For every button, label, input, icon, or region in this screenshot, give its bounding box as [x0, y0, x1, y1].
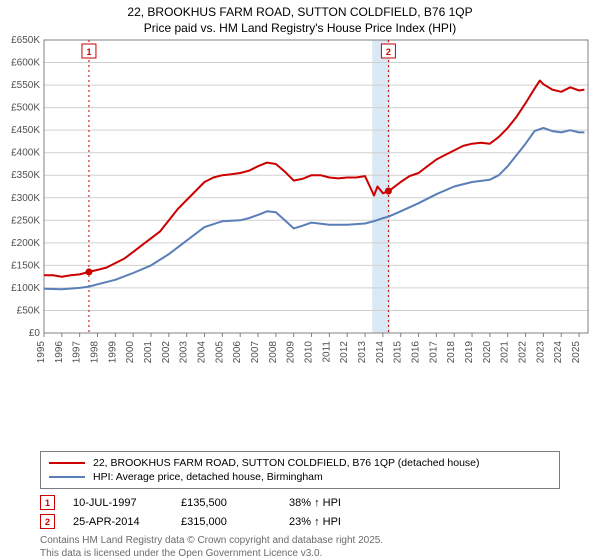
chart-container: { "title_line1": "22, BROOKHUS FARM ROAD… [0, 0, 600, 560]
svg-text:£600K: £600K [11, 58, 40, 69]
svg-text:£200K: £200K [11, 238, 40, 249]
svg-text:2025: 2025 [571, 341, 582, 364]
transaction-marker-1: 1 [40, 495, 55, 510]
svg-text:2024: 2024 [553, 341, 564, 364]
transaction-row: 1 10-JUL-1997 £135,500 38% ↑ HPI [40, 493, 560, 512]
svg-text:£150K: £150K [11, 261, 40, 272]
svg-text:1: 1 [86, 47, 91, 57]
svg-text:2022: 2022 [518, 341, 529, 364]
svg-text:2016: 2016 [411, 341, 422, 364]
svg-text:1996: 1996 [54, 341, 65, 364]
svg-text:£0: £0 [29, 328, 41, 339]
svg-text:2020: 2020 [482, 341, 493, 364]
svg-text:£300K: £300K [11, 193, 40, 204]
svg-text:2021: 2021 [500, 341, 511, 364]
svg-text:2003: 2003 [179, 341, 190, 364]
svg-text:2017: 2017 [428, 341, 439, 364]
transaction-row: 2 25-APR-2014 £315,000 23% ↑ HPI [40, 512, 560, 531]
svg-text:2010: 2010 [304, 341, 315, 364]
attribution-footer: Contains HM Land Registry data © Crown c… [40, 535, 560, 560]
svg-text:2009: 2009 [286, 341, 297, 364]
legend-item-hpi: HPI: Average price, detached house, Birm… [49, 470, 551, 484]
chart-plot-area: £0 £50K £100K £150K £200K £250K £300K £350K £400… [0, 36, 600, 447]
svg-text:1997: 1997 [72, 341, 83, 364]
transaction-price: £135,500 [181, 497, 271, 509]
svg-text:£350K: £350K [11, 171, 40, 182]
transaction-delta: 38% ↑ HPI [289, 497, 341, 509]
line-chart-svg: £0 £50K £100K £150K £200K £250K £300K £350K £400… [0, 36, 600, 371]
transaction-price: £315,000 [181, 516, 271, 528]
svg-text:2008: 2008 [268, 341, 279, 364]
svg-text:£50K: £50K [17, 306, 41, 317]
svg-text:£450K: £450K [11, 126, 40, 137]
svg-text:2002: 2002 [161, 341, 172, 364]
svg-text:£100K: £100K [11, 283, 40, 294]
svg-text:2007: 2007 [250, 341, 261, 364]
legend-swatch-property [49, 462, 85, 464]
title-line-2: Price paid vs. HM Land Registry's House … [8, 20, 592, 36]
svg-text:2019: 2019 [464, 341, 475, 364]
transaction-delta: 23% ↑ HPI [289, 516, 341, 528]
footer-line-2: This data is licensed under the Open Gov… [40, 548, 560, 560]
legend: 22, BROOKHUS FARM ROAD, SUTTON COLDFIELD… [40, 451, 560, 489]
svg-text:2001: 2001 [143, 341, 154, 364]
svg-text:£650K: £650K [11, 36, 40, 46]
transaction-date: 10-JUL-1997 [73, 497, 163, 509]
svg-text:£500K: £500K [11, 103, 40, 114]
legend-swatch-hpi [49, 476, 85, 478]
legend-label-property: 22, BROOKHUS FARM ROAD, SUTTON COLDFIELD… [93, 457, 480, 469]
svg-text:2006: 2006 [232, 341, 243, 364]
title-line-1: 22, BROOKHUS FARM ROAD, SUTTON COLDFIELD… [8, 4, 592, 20]
transactions-table: 1 10-JUL-1997 £135,500 38% ↑ HPI 2 25-AP… [40, 493, 560, 531]
svg-text:2000: 2000 [125, 341, 136, 364]
svg-text:£250K: £250K [11, 216, 40, 227]
svg-text:2004: 2004 [197, 341, 208, 364]
svg-text:2023: 2023 [535, 341, 546, 364]
svg-text:1998: 1998 [90, 341, 101, 364]
transaction-date: 25-APR-2014 [73, 516, 163, 528]
svg-text:1995: 1995 [36, 341, 47, 364]
svg-text:1999: 1999 [107, 341, 118, 364]
svg-text:2011: 2011 [321, 341, 332, 363]
svg-text:2014: 2014 [375, 341, 386, 364]
svg-text:2013: 2013 [357, 341, 368, 364]
footer-line-1: Contains HM Land Registry data © Crown c… [40, 535, 560, 548]
legend-label-hpi: HPI: Average price, detached house, Birm… [93, 471, 323, 483]
svg-text:2005: 2005 [214, 341, 225, 364]
svg-text:2: 2 [386, 47, 391, 57]
transaction-marker-2: 2 [40, 514, 55, 529]
svg-text:2015: 2015 [393, 341, 404, 364]
svg-text:2012: 2012 [339, 341, 350, 364]
svg-text:£400K: £400K [11, 148, 40, 159]
svg-text:2018: 2018 [446, 341, 457, 364]
chart-title: 22, BROOKHUS FARM ROAD, SUTTON COLDFIELD… [0, 0, 600, 36]
legend-item-property: 22, BROOKHUS FARM ROAD, SUTTON COLDFIELD… [49, 456, 551, 470]
svg-text:£550K: £550K [11, 80, 40, 91]
